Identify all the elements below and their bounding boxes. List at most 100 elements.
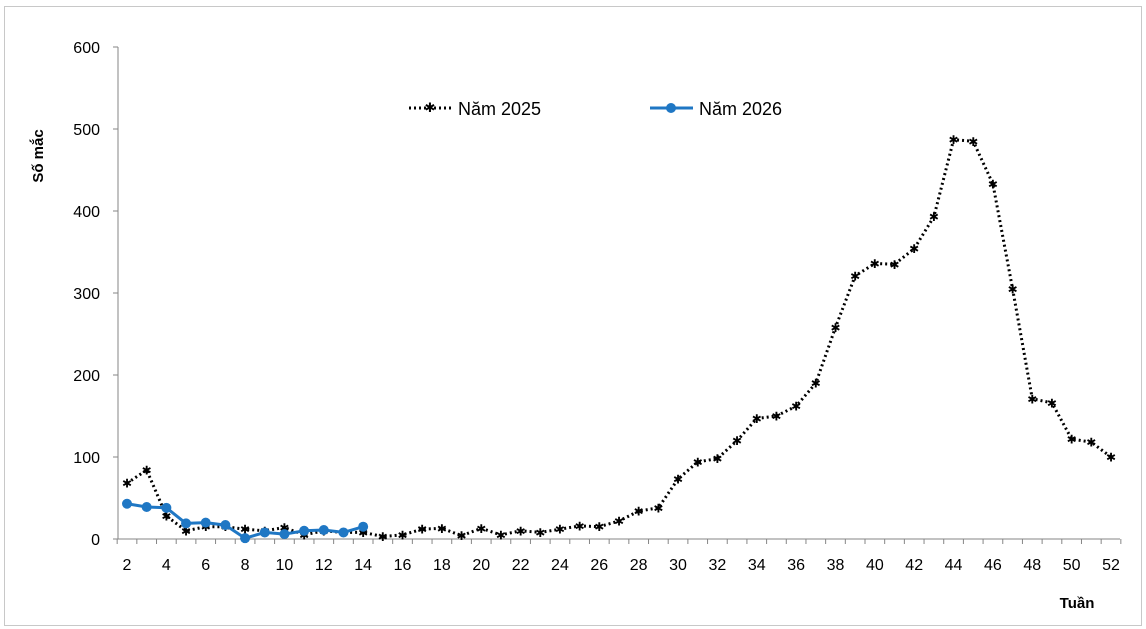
x-tick-label: 26 (590, 557, 608, 574)
data-point: ✱ (535, 526, 545, 540)
data-point (161, 502, 172, 513)
y-tick-label: 400 (73, 204, 100, 221)
x-tick-label: 34 (748, 557, 766, 574)
legend-marker-2026 (666, 103, 676, 113)
data-point: ✱ (122, 477, 132, 491)
legend: ✱ Năm 2025 Năm 2026 (409, 99, 782, 119)
data-point: ✱ (870, 257, 880, 271)
x-tick-label: 48 (1023, 557, 1041, 574)
legend-label-2026: Năm 2026 (699, 99, 782, 119)
data-point: ✱ (358, 526, 368, 540)
data-point: ✱ (693, 455, 703, 469)
data-point: ✱ (653, 501, 663, 515)
data-point (240, 533, 251, 544)
data-point: ✱ (437, 522, 447, 536)
data-point: ✱ (988, 177, 998, 191)
data-point (181, 518, 192, 529)
data-point: ✱ (1086, 436, 1096, 450)
data-point: ✱ (240, 523, 250, 537)
x-axis-label: Tuần (1060, 595, 1095, 612)
data-point: ✱ (712, 452, 722, 466)
data-point: ✱ (614, 514, 624, 528)
data-point: ✱ (397, 528, 407, 542)
data-point (122, 498, 132, 509)
data-point: ✱ (378, 530, 388, 544)
data-point: ✱ (594, 520, 604, 534)
data-point: ✱ (417, 523, 427, 537)
data-point: ✱ (516, 524, 526, 538)
data-point: ✱ (496, 528, 506, 542)
legend-marker-2025: ✱ (425, 101, 436, 116)
x-tick-label: 20 (472, 557, 490, 574)
legend-item-2026: Năm 2026 (650, 99, 782, 119)
x-tick-label: 8 (241, 557, 250, 574)
y-tick-label: 100 (73, 450, 100, 467)
x-tick-label: 36 (787, 557, 805, 574)
data-point: ✱ (161, 510, 171, 524)
x-tick-label: 38 (827, 557, 845, 574)
axes (117, 47, 1120, 540)
x-tick-label: 52 (1102, 557, 1120, 574)
y-tick-group: 0 100 200 300 400 500 600 (73, 40, 118, 549)
chart-frame (4, 6, 1142, 626)
y-tick-label: 0 (91, 532, 100, 549)
data-point: ✱ (732, 434, 742, 448)
data-point: ✱ (811, 377, 821, 391)
data-point (200, 517, 211, 528)
x-tick-label: 42 (905, 557, 923, 574)
data-point: ✱ (555, 523, 565, 537)
y-axis-label: Số mắc (29, 129, 47, 182)
x-tick-label: 14 (354, 557, 372, 574)
data-point (358, 521, 369, 532)
data-point (318, 524, 329, 535)
x-tick-label: 46 (984, 557, 1002, 574)
data-point: ✱ (457, 529, 467, 543)
data-point (141, 502, 152, 513)
data-point: ✱ (476, 522, 486, 536)
data-point: ✱ (1106, 451, 1116, 465)
x-tick-label: 16 (394, 557, 412, 574)
data-point (338, 527, 349, 538)
data-point: ✱ (791, 400, 801, 414)
data-point: ✱ (949, 133, 959, 147)
data-point (299, 525, 310, 536)
x-tick-label: 30 (669, 557, 687, 574)
data-point: ✱ (575, 519, 585, 533)
data-point: ✱ (889, 258, 899, 272)
y-tick-label: 300 (73, 286, 100, 303)
data-point: ✱ (752, 412, 762, 426)
x-tick-label: 10 (276, 557, 294, 574)
data-point: ✱ (142, 464, 152, 478)
y-tick-label: 600 (73, 40, 100, 57)
x-tick-group: 2 4 6 8 10 12 14 16 18 20 22 24 26 28 30 32 34 36 38 40 42 44… (116, 539, 1122, 574)
y-tick-label: 200 (73, 368, 100, 385)
x-tick-label: 40 (866, 557, 884, 574)
x-tick-label: 2 (123, 557, 132, 574)
data-point: ✱ (634, 505, 644, 519)
series-2026 (122, 498, 369, 544)
y-tick-label: 500 (73, 122, 100, 139)
x-tick-label: 4 (162, 557, 171, 574)
data-point: ✱ (1067, 432, 1077, 446)
series-line (126, 138, 1112, 538)
data-point: ✱ (1008, 282, 1018, 296)
series-layer: ✱ ✱ ✱ ✱ ✱ ✱ ✱ ✱ ✱ ✱ ✱ ✱ ✱ ✱ ✱ ✱ ✱ ✱ ✱ ✱ ✱ ✱ ✱ ✱ ✱ ✱ ✱ ✱ ✱ ✱ ✱ ✱ ✱ ✱ ✱ ✱ ✱ ✱ ✱ ✱… (122, 133, 1116, 544)
x-tick-label: 32 (709, 557, 727, 574)
x-tick-label: 44 (945, 557, 963, 574)
data-point: ✱ (830, 321, 840, 335)
data-point: ✱ (1027, 392, 1037, 406)
x-tick-label: 18 (433, 557, 451, 574)
x-tick-label: 50 (1063, 557, 1081, 574)
legend-label-2025: Năm 2025 (458, 99, 541, 119)
series-2025: ✱ ✱ ✱ ✱ ✱ ✱ ✱ ✱ ✱ ✱ ✱ ✱ ✱ ✱ ✱ ✱ ✱ ✱ ✱ ✱ ✱ ✱ ✱ ✱ ✱ ✱ ✱ ✱ ✱ ✱ ✱ ✱ ✱ ✱ ✱ ✱ ✱ ✱ ✱ ✱… (122, 133, 1116, 544)
data-point (259, 527, 270, 538)
data-point: ✱ (929, 210, 939, 224)
data-point (279, 529, 290, 540)
x-tick-label: 28 (630, 557, 648, 574)
data-point: ✱ (181, 524, 191, 538)
data-point: ✱ (968, 135, 978, 149)
data-point (220, 520, 231, 531)
x-tick-label: 12 (315, 557, 333, 574)
data-point: ✱ (1047, 396, 1057, 410)
data-point: ✱ (771, 410, 781, 424)
